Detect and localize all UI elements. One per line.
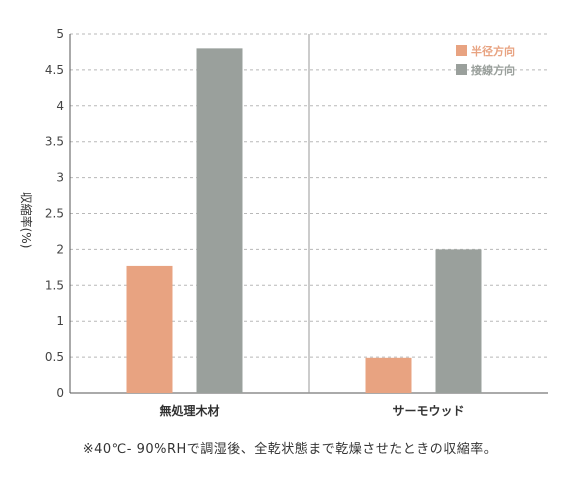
bar-tangential-1 <box>435 249 482 393</box>
y-tick-label: 1 <box>56 314 64 328</box>
bar-radial-1 <box>365 357 412 393</box>
y-tick-label: 4.5 <box>45 63 64 77</box>
y-tick-label: 4 <box>56 99 64 113</box>
legend-swatch <box>456 45 467 56</box>
y-tick-label: 1.5 <box>45 278 64 292</box>
bar-chart: 0 0.5 1 1.5 2 2.5 3 3.5 4 4.5 5 無処理木材 サーモウッド 半径方向接線方… <box>19 27 548 418</box>
y-tick-label: 2.5 <box>45 207 64 221</box>
footnote: ※40℃- 90%RHで調湿後、全乾状態まで乾燥させたときの収縮率。 <box>82 442 498 457</box>
y-tick-label: 3 <box>56 171 64 185</box>
bar-tangential-0 <box>196 48 243 394</box>
bar-radial-0 <box>126 265 173 393</box>
x-category-label: 無処理木材 <box>159 403 219 418</box>
y-tick-label: 3.5 <box>45 135 64 149</box>
y-tick-label: 0.5 <box>45 350 64 364</box>
legend-label: 接線方向 <box>471 63 515 77</box>
y-axis-label: 収縮率(%) <box>19 192 34 249</box>
x-category-label: サーモウッド <box>392 404 464 418</box>
y-tick-label: 5 <box>56 27 64 41</box>
legend-label: 半径方向 <box>471 44 515 58</box>
legend-swatch <box>456 64 467 75</box>
y-tick-label: 2 <box>56 242 64 256</box>
y-tick-label: 0 <box>56 386 64 400</box>
bar-layer <box>126 48 482 394</box>
